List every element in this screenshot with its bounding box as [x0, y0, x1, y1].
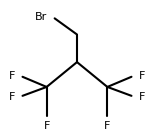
Text: F: F [139, 71, 146, 81]
Text: F: F [139, 92, 146, 102]
Text: F: F [8, 92, 15, 102]
Text: Br: Br [34, 12, 47, 22]
Text: F: F [43, 121, 50, 131]
Text: F: F [104, 121, 111, 131]
Text: F: F [8, 71, 15, 81]
